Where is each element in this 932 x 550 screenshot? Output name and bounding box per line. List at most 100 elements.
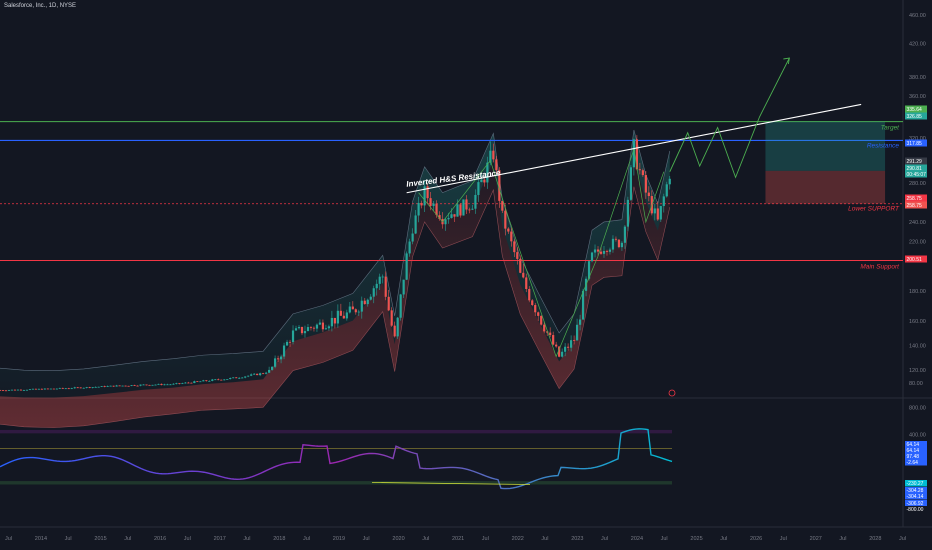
candle-body xyxy=(602,250,606,254)
candle-body xyxy=(339,310,342,316)
candle-body xyxy=(25,389,29,391)
candle-body xyxy=(46,388,49,390)
candle-body xyxy=(67,388,70,390)
candle-body xyxy=(489,150,492,163)
candle-body xyxy=(438,215,441,220)
candle-body xyxy=(525,277,528,290)
candle-body xyxy=(641,170,644,176)
price-tag-text: 326.85 xyxy=(907,114,923,120)
candle-body xyxy=(659,206,662,220)
osc-lower-band xyxy=(0,481,672,485)
candle-body xyxy=(244,376,247,378)
candle-body xyxy=(635,139,638,170)
candle-body xyxy=(324,328,328,330)
candle-body xyxy=(599,251,603,254)
candle-body xyxy=(471,208,474,210)
candle-body xyxy=(605,250,609,252)
price-tag-text: 258.75 xyxy=(907,196,923,202)
candle-body xyxy=(411,233,414,242)
candle-body xyxy=(100,386,103,387)
price-tag xyxy=(905,194,927,202)
candle-body xyxy=(561,351,564,357)
price-tag-text: 00:45:07 xyxy=(907,172,927,178)
candle-body xyxy=(390,310,393,326)
candle-body xyxy=(270,366,274,370)
candle-body xyxy=(668,178,671,185)
upper-band-line xyxy=(0,129,671,371)
candle-body xyxy=(540,315,543,325)
candle-body xyxy=(578,319,582,325)
candle-body xyxy=(432,203,435,206)
price-tag-text: 317.85 xyxy=(907,141,923,147)
time-axis-label: Jul xyxy=(303,536,310,542)
candle-body xyxy=(10,389,14,391)
price-tag xyxy=(905,201,927,209)
candle-body xyxy=(345,312,348,319)
candle-body xyxy=(593,249,597,253)
candle-body xyxy=(396,317,399,337)
candle-body xyxy=(402,279,405,295)
candle-body xyxy=(357,311,360,313)
candle-body xyxy=(130,385,133,386)
candle-body xyxy=(259,373,262,376)
candle-body xyxy=(154,384,157,386)
osc-tag-text: 64.14 xyxy=(907,448,920,454)
candle-body xyxy=(223,379,226,381)
osc-tag-text: -306.92 xyxy=(907,501,924,507)
candle-body xyxy=(447,217,450,220)
time-axis-label: Jul xyxy=(541,536,548,542)
candle-body xyxy=(148,384,151,386)
candle-body xyxy=(665,184,668,197)
time-axis-label: 2025 xyxy=(690,536,702,542)
candle-body xyxy=(483,179,486,183)
candle-body xyxy=(653,208,656,214)
event-marker-icon xyxy=(668,389,676,397)
candle-body xyxy=(435,203,438,216)
time-axis-label: 2028 xyxy=(869,536,881,542)
candle-body xyxy=(336,310,339,324)
candle-body xyxy=(112,385,115,387)
time-axis-label: 2022 xyxy=(512,536,524,542)
candle-body xyxy=(528,289,531,301)
candle-body xyxy=(268,369,271,373)
time-axis-label: 2027 xyxy=(810,536,822,542)
candle-body xyxy=(587,261,591,279)
candle-body xyxy=(145,384,148,386)
time-axis-label: Jul xyxy=(363,536,370,542)
candle-body xyxy=(199,381,202,383)
price-axis-label: 460.00 xyxy=(909,13,926,19)
candle-body xyxy=(351,306,354,310)
candle-body xyxy=(190,382,193,384)
candle-body xyxy=(408,241,411,254)
candle-body xyxy=(342,315,345,319)
candle-body xyxy=(214,379,217,381)
osc-tag-text: -304.14 xyxy=(907,494,924,500)
candle-body xyxy=(58,387,61,389)
candle-body xyxy=(333,317,336,324)
osc-tag-text: -2.64 xyxy=(907,460,919,466)
hs-resistance-trendline xyxy=(406,103,862,194)
candle-body xyxy=(546,331,549,333)
time-axis-label: Jul xyxy=(65,536,72,542)
candle-body xyxy=(531,300,534,306)
candle-body xyxy=(265,372,268,374)
candle-body xyxy=(564,346,567,352)
candle-body xyxy=(393,325,396,337)
price-tag xyxy=(905,105,927,113)
price-tag xyxy=(905,170,927,178)
candle-body xyxy=(306,327,310,332)
candle-body xyxy=(555,344,558,347)
candle-body xyxy=(91,387,94,388)
candle-body xyxy=(468,209,471,211)
candle-body xyxy=(94,386,97,388)
target-label: Target xyxy=(881,125,900,132)
candle-body xyxy=(519,258,522,273)
lower-support-label: Lower SUPPORT xyxy=(848,206,900,213)
candle-body xyxy=(285,341,289,346)
candle-body xyxy=(103,386,106,387)
time-axis-label: Jul xyxy=(661,536,668,542)
candle-body xyxy=(330,317,333,327)
candle-body xyxy=(647,192,650,197)
candle-body xyxy=(426,186,429,199)
